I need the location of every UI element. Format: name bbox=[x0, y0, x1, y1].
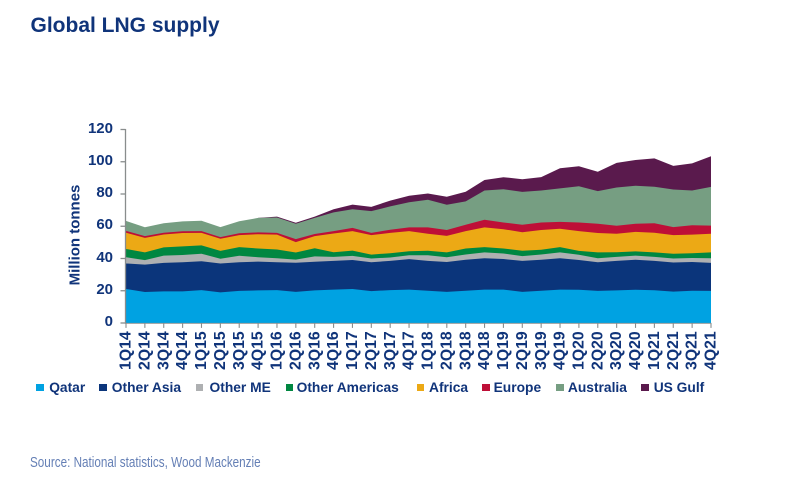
svg-text:3Q16: 3Q16 bbox=[306, 331, 323, 370]
svg-text:2Q16: 2Q16 bbox=[287, 331, 304, 370]
svg-text:3Q21: 3Q21 bbox=[684, 331, 701, 370]
svg-text:4Q15: 4Q15 bbox=[250, 331, 267, 370]
svg-text:4Q17: 4Q17 bbox=[401, 331, 418, 370]
svg-text:1Q18: 1Q18 bbox=[420, 331, 437, 370]
svg-text:3Q20: 3Q20 bbox=[608, 331, 625, 370]
svg-text:2Q17: 2Q17 bbox=[363, 331, 380, 370]
svg-text:1Q20: 1Q20 bbox=[571, 331, 588, 370]
svg-text:2Q18: 2Q18 bbox=[438, 331, 455, 370]
svg-text:2Q15: 2Q15 bbox=[212, 331, 229, 370]
svg-text:2Q20: 2Q20 bbox=[589, 331, 606, 370]
svg-text:1Q16: 1Q16 bbox=[269, 331, 286, 370]
svg-text:3Q15: 3Q15 bbox=[231, 331, 248, 370]
svg-text:2Q14: 2Q14 bbox=[137, 331, 154, 370]
svg-text:2Q21: 2Q21 bbox=[665, 331, 682, 370]
svg-text:Million tonnes: Million tonnes bbox=[67, 185, 84, 286]
svg-text:4Q18: 4Q18 bbox=[476, 331, 493, 370]
svg-text:4Q14: 4Q14 bbox=[174, 331, 191, 370]
svg-text:4Q16: 4Q16 bbox=[325, 331, 342, 370]
svg-text:4Q21: 4Q21 bbox=[703, 331, 720, 370]
svg-text:3Q17: 3Q17 bbox=[382, 331, 399, 370]
svg-text:1Q17: 1Q17 bbox=[344, 331, 361, 370]
svg-text:1Q21: 1Q21 bbox=[646, 331, 663, 370]
svg-text:1Q19: 1Q19 bbox=[495, 331, 512, 370]
svg-text:3Q14: 3Q14 bbox=[155, 331, 172, 370]
svg-text:2Q19: 2Q19 bbox=[514, 331, 531, 370]
svg-text:4Q19: 4Q19 bbox=[552, 331, 569, 370]
svg-text:3Q18: 3Q18 bbox=[457, 331, 474, 370]
svg-text:1Q14: 1Q14 bbox=[118, 331, 135, 370]
svg-text:4Q20: 4Q20 bbox=[627, 331, 644, 370]
svg-text:3Q19: 3Q19 bbox=[533, 331, 550, 370]
svg-text:1Q15: 1Q15 bbox=[193, 331, 210, 370]
